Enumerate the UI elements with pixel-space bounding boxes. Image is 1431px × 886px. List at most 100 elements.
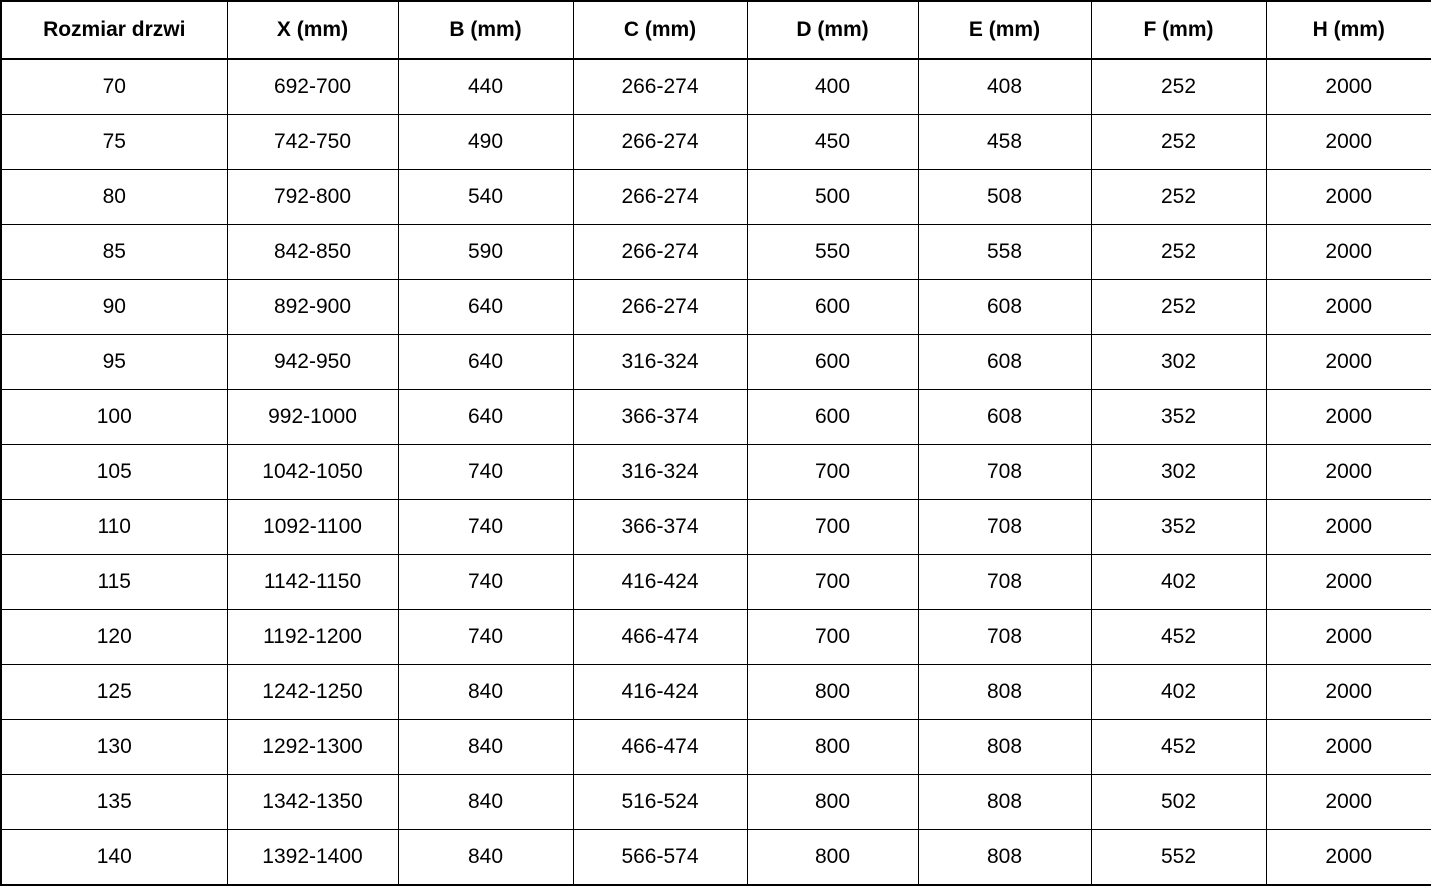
table-cell: 135	[0, 774, 228, 830]
table-cell: 792-800	[226, 169, 399, 225]
table-cell: 600	[746, 389, 919, 445]
column-header: X (mm)	[226, 0, 399, 60]
table-cell: 130	[0, 719, 228, 775]
table-cell: 2000	[1265, 224, 1431, 280]
table-cell: 490	[397, 114, 574, 170]
table-cell: 1142-1150	[226, 554, 399, 610]
table-cell: 110	[0, 499, 228, 555]
table-cell: 608	[917, 334, 1092, 390]
table-cell: 700	[746, 444, 919, 500]
column-header: E (mm)	[917, 0, 1092, 60]
table-cell: 466-474	[572, 719, 748, 775]
table-cell: 842-850	[226, 224, 399, 280]
table-cell: 2000	[1265, 334, 1431, 390]
table-cell: 516-524	[572, 774, 748, 830]
table-cell: 252	[1090, 224, 1267, 280]
table-cell: 2000	[1265, 499, 1431, 555]
table-cell: 892-900	[226, 279, 399, 335]
table-cell: 608	[917, 389, 1092, 445]
table-cell: 808	[917, 664, 1092, 720]
table-cell: 2000	[1265, 609, 1431, 665]
table-cell: 140	[0, 829, 228, 886]
table-cell: 1242-1250	[226, 664, 399, 720]
table-cell: 640	[397, 389, 574, 445]
table-cell: 2000	[1265, 389, 1431, 445]
table-cell: 508	[917, 169, 1092, 225]
table-row: 120 1192-1200 740 466-474 700 708 452 2000	[0, 609, 1431, 665]
table-cell: 440	[397, 58, 574, 115]
table-cell: 115	[0, 554, 228, 610]
table-cell: 800	[746, 829, 919, 886]
table-cell: 252	[1090, 58, 1267, 115]
table-cell: 558	[917, 224, 1092, 280]
table-cell: 1342-1350	[226, 774, 399, 830]
column-header: H (mm)	[1265, 0, 1431, 60]
table-cell: 302	[1090, 334, 1267, 390]
table-cell: 266-274	[572, 169, 748, 225]
table-cell: 452	[1090, 609, 1267, 665]
table-cell: 2000	[1265, 114, 1431, 170]
table-cell: 800	[746, 664, 919, 720]
table-cell: 808	[917, 719, 1092, 775]
table-cell: 540	[397, 169, 574, 225]
column-header: D (mm)	[746, 0, 919, 60]
table-cell: 740	[397, 444, 574, 500]
table-cell: 85	[0, 224, 228, 280]
table-cell: 95	[0, 334, 228, 390]
table-cell: 590	[397, 224, 574, 280]
table-cell: 402	[1090, 554, 1267, 610]
table-cell: 2000	[1265, 279, 1431, 335]
table-cell: 1192-1200	[226, 609, 399, 665]
header-row: Rozmiar drzwi X (mm) B (mm) C (mm) D (mm) E (…	[0, 0, 1431, 60]
table-cell: 458	[917, 114, 1092, 170]
column-header: F (mm)	[1090, 0, 1267, 60]
table-row: 135 1342-1350 840 516-524 800 808 502 2000	[0, 774, 1431, 830]
table-row: 70 692-700 440 266-274 400 408 252 2000	[0, 58, 1431, 115]
table-cell: 366-374	[572, 499, 748, 555]
table-cell: 302	[1090, 444, 1267, 500]
table-cell: 608	[917, 279, 1092, 335]
table-cell: 840	[397, 829, 574, 886]
table-cell: 808	[917, 774, 1092, 830]
table-cell: 800	[746, 719, 919, 775]
table-cell: 105	[0, 444, 228, 500]
table-cell: 75	[0, 114, 228, 170]
table-cell: 316-324	[572, 444, 748, 500]
column-header: Rozmiar drzwi	[0, 0, 228, 60]
table-row: 85 842-850 590 266-274 550 558 252 2000	[0, 224, 1431, 280]
table-cell: 416-424	[572, 554, 748, 610]
table-cell: 266-274	[572, 58, 748, 115]
table-cell: 416-424	[572, 664, 748, 720]
table-cell: 252	[1090, 169, 1267, 225]
table-cell: 316-324	[572, 334, 748, 390]
table-cell: 640	[397, 279, 574, 335]
table-cell: 80	[0, 169, 228, 225]
table-row: 90 892-900 640 266-274 600 608 252 2000	[0, 279, 1431, 335]
table-cell: 708	[917, 444, 1092, 500]
table-cell: 2000	[1265, 444, 1431, 500]
table-cell: 840	[397, 774, 574, 830]
table-row: 95 942-950 640 316-324 600 608 302 2000	[0, 334, 1431, 390]
table-cell: 366-374	[572, 389, 748, 445]
table-cell: 550	[746, 224, 919, 280]
table-cell: 992-1000	[226, 389, 399, 445]
table-cell: 700	[746, 554, 919, 610]
table-cell: 2000	[1265, 719, 1431, 775]
table-cell: 740	[397, 609, 574, 665]
table-cell: 266-274	[572, 114, 748, 170]
table-cell: 708	[917, 609, 1092, 665]
table-cell: 808	[917, 829, 1092, 886]
table-body: 70 692-700 440 266-274 400 408 252 2000 75 742-75…	[0, 58, 1431, 886]
table-cell: 266-274	[572, 279, 748, 335]
column-header: B (mm)	[397, 0, 574, 60]
table-cell: 708	[917, 554, 1092, 610]
table-cell: 2000	[1265, 774, 1431, 830]
table-cell: 252	[1090, 279, 1267, 335]
table-cell: 266-274	[572, 224, 748, 280]
table-cell: 2000	[1265, 664, 1431, 720]
table-cell: 2000	[1265, 829, 1431, 886]
table-row: 105 1042-1050 740 316-324 700 708 302 2000	[0, 444, 1431, 500]
table-cell: 700	[746, 609, 919, 665]
